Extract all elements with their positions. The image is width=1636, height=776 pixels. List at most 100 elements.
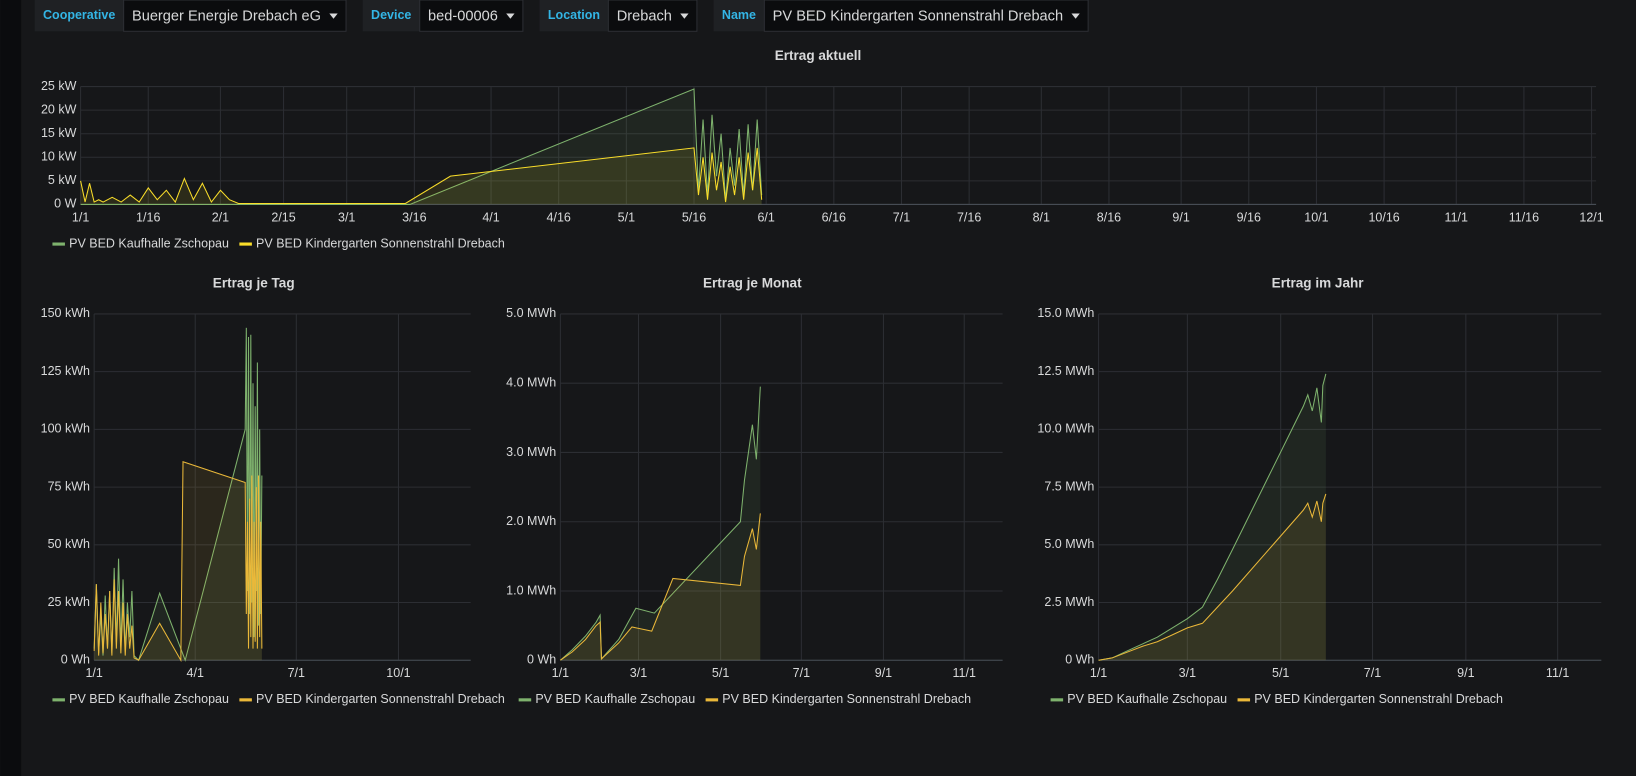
filter-dropdown[interactable] bbox=[763, 0, 1089, 32]
x-tick-label: 7/1 bbox=[288, 666, 305, 680]
dropdown-caret bbox=[680, 13, 689, 19]
filter-label-box bbox=[713, 0, 765, 32]
x-tick-label: 1/1 bbox=[552, 666, 569, 680]
x-tick-label: 10/16 bbox=[1368, 210, 1399, 224]
y-tick-label: 10 kW bbox=[41, 150, 77, 164]
x-tick-label: 4/1 bbox=[482, 210, 499, 224]
filter-value[interactable]: PV BED Kindergarten Sonnenstrahl Drebach bbox=[773, 9, 1063, 25]
legend-label: PV BED Kaufhalle Zschopau bbox=[535, 692, 695, 706]
panel: Ertrag je Tag 0 Wh 25 kWh 50 kWh 75 kWh 100 k… bbox=[41, 275, 505, 706]
x-tick-label: 11/1 bbox=[1445, 210, 1468, 224]
y-tick-label: 100 kWh bbox=[41, 422, 90, 436]
y-tick-label: 4.0 MWh bbox=[506, 375, 556, 389]
x-tick-label: 6/1 bbox=[757, 210, 774, 224]
x-tick-label: 5/1 bbox=[712, 666, 729, 680]
legend-label: PV BED Kaufhalle Zschopau bbox=[1067, 692, 1227, 706]
series-line bbox=[80, 147, 763, 205]
legend-label: PV BED Kindergarten Sonnenstrahl Drebach bbox=[1254, 692, 1503, 706]
x-tick-label: 8/16 bbox=[1097, 210, 1121, 224]
panel: Ertrag aktuell 0 W 5 kW 10 kW 15 kW 20 kW 25 k… bbox=[41, 48, 1604, 250]
filter-bar: Cooperative Buerger Energie Drebach eG Dev… bbox=[34, 0, 1089, 32]
area-fill bbox=[1098, 373, 1326, 661]
y-tick-label: 5 kW bbox=[48, 173, 77, 187]
legend-label: PV BED Kindergarten Sonnenstrahl Drebach bbox=[256, 236, 505, 250]
x-tick-label: 7/1 bbox=[1364, 666, 1381, 680]
x-tick-label: 9/16 bbox=[1237, 210, 1261, 224]
x-tick-label: 9/1 bbox=[875, 666, 892, 680]
legend-label: PV BED Kaufhalle Zschopau bbox=[69, 236, 229, 250]
filter-label-box bbox=[539, 0, 609, 32]
x-tick-label: 12/1 bbox=[1579, 210, 1603, 224]
series-line bbox=[560, 513, 761, 661]
x-tick-label: 6/16 bbox=[822, 210, 846, 224]
x-tick-label: 3/1 bbox=[338, 210, 355, 224]
filter-label-box bbox=[362, 0, 420, 32]
x-tick-label: 1/1 bbox=[85, 666, 102, 680]
filter-dropdown[interactable] bbox=[123, 0, 347, 32]
y-tick-label: 75 kWh bbox=[48, 479, 90, 493]
x-tick-label: 1/1 bbox=[72, 210, 89, 224]
y-tick-label: 10.0 MWh bbox=[1037, 422, 1094, 436]
y-tick-label: 2.5 MWh bbox=[1044, 595, 1094, 609]
x-tick-label: 7/1 bbox=[793, 666, 810, 680]
x-tick-label: 11/1 bbox=[953, 666, 976, 680]
y-tick-label: 25 kWh bbox=[48, 595, 90, 609]
y-tick-label: 50 kWh bbox=[48, 537, 90, 551]
panel: Ertrag im Jahr 0 Wh 2.5 MWh 5.0 MWh 7.5 MWh 1… bbox=[1037, 275, 1602, 706]
panel-title: Ertrag je Tag bbox=[213, 275, 295, 290]
series-line bbox=[1098, 493, 1327, 661]
y-tick-label: 20 kW bbox=[41, 102, 77, 116]
filter-value[interactable]: Drebach bbox=[617, 9, 672, 25]
y-tick-label: 25 kW bbox=[41, 79, 77, 93]
y-tick-label: 125 kWh bbox=[41, 364, 90, 378]
x-tick-label: 4/1 bbox=[187, 666, 204, 680]
x-tick-label: 10/1 bbox=[1304, 210, 1328, 224]
side-strip bbox=[0, 0, 22, 776]
x-tick-label: 5/1 bbox=[618, 210, 635, 224]
x-tick-label: 9/1 bbox=[1172, 210, 1189, 224]
x-tick-label: 5/16 bbox=[682, 210, 706, 224]
y-tick-label: 0 Wh bbox=[527, 653, 556, 667]
area-fill bbox=[560, 513, 761, 661]
series-line bbox=[1098, 373, 1327, 661]
y-tick-label: 15.0 MWh bbox=[1037, 306, 1094, 320]
panel-title: Ertrag je Monat bbox=[703, 275, 802, 290]
y-tick-label: 1.0 MWh bbox=[506, 583, 556, 597]
x-tick-label: 11/1 bbox=[1546, 666, 1569, 680]
y-tick-label: 5.0 MWh bbox=[506, 306, 556, 320]
x-tick-label: 10/1 bbox=[386, 666, 410, 680]
filter-label: Name bbox=[722, 8, 756, 22]
y-tick-label: 0 W bbox=[54, 197, 76, 211]
x-tick-label: 3/1 bbox=[1179, 666, 1196, 680]
filter-value[interactable]: Buerger Energie Drebach eG bbox=[132, 9, 321, 25]
dropdown-caret bbox=[329, 13, 338, 19]
x-tick-label: 3/1 bbox=[630, 666, 647, 680]
x-tick-label: 5/1 bbox=[1272, 666, 1289, 680]
panel-title: Ertrag im Jahr bbox=[1272, 275, 1365, 290]
x-tick-label: 7/16 bbox=[957, 210, 981, 224]
y-tick-label: 12.5 MWh bbox=[1037, 364, 1094, 378]
filter-label: Location bbox=[548, 8, 600, 22]
x-tick-label: 9/1 bbox=[1457, 666, 1474, 680]
y-tick-label: 150 kWh bbox=[41, 306, 90, 320]
y-tick-label: 5.0 MWh bbox=[1044, 537, 1094, 551]
y-tick-label: 0 Wh bbox=[61, 653, 90, 667]
dropdown-caret bbox=[1071, 13, 1080, 19]
filter-label-box bbox=[34, 0, 124, 32]
y-tick-label: 0 Wh bbox=[1065, 653, 1094, 667]
x-tick-label: 2/1 bbox=[212, 210, 229, 224]
y-tick-label: 3.0 MWh bbox=[506, 445, 556, 459]
filter-value[interactable]: bed-00006 bbox=[428, 9, 498, 25]
panel-title: Ertrag aktuell bbox=[775, 48, 862, 63]
area-fill bbox=[80, 147, 762, 205]
x-tick-label: 4/16 bbox=[547, 210, 571, 224]
area-fill bbox=[560, 386, 761, 661]
y-tick-label: 7.5 MWh bbox=[1044, 479, 1094, 493]
x-tick-label: 3/16 bbox=[402, 210, 426, 224]
legend-label: PV BED Kindergarten Sonnenstrahl Drebach bbox=[256, 692, 505, 706]
filter-dropdown[interactable] bbox=[419, 0, 524, 32]
x-tick-label: 8/1 bbox=[1033, 210, 1050, 224]
area-fill bbox=[1098, 493, 1326, 661]
